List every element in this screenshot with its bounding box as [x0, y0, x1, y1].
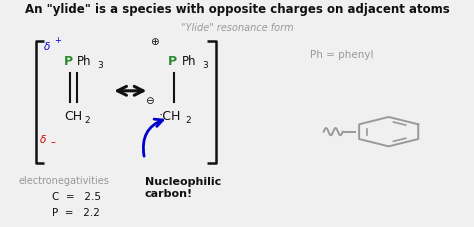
- Text: ⊖: ⊖: [145, 96, 154, 106]
- Text: P: P: [64, 55, 73, 68]
- Text: P: P: [168, 55, 177, 68]
- Text: 3: 3: [98, 61, 103, 70]
- Text: An "ylide" is a species with opposite charges on adjacent atoms: An "ylide" is a species with opposite ch…: [25, 3, 449, 16]
- Text: 3: 3: [202, 61, 208, 70]
- Text: δ: δ: [40, 135, 46, 145]
- Text: Ph = phenyl: Ph = phenyl: [310, 50, 373, 60]
- Text: CH: CH: [64, 110, 82, 123]
- Text: P  =   2.2: P = 2.2: [52, 208, 100, 218]
- Text: "Ylide" resonance form: "Ylide" resonance form: [181, 23, 293, 33]
- Text: +: +: [55, 36, 62, 45]
- Text: δ: δ: [44, 42, 50, 52]
- Text: C  =   2.5: C = 2.5: [52, 192, 101, 202]
- Text: Ph: Ph: [182, 55, 196, 68]
- Text: ⊕: ⊕: [150, 37, 158, 47]
- Text: 2: 2: [84, 116, 90, 125]
- Text: :CH: :CH: [159, 110, 181, 123]
- Text: 2: 2: [186, 116, 191, 125]
- Text: Ph: Ph: [77, 55, 92, 68]
- Text: Nucleophilic
carbon!: Nucleophilic carbon!: [145, 177, 221, 199]
- Text: electronegativities: electronegativities: [19, 176, 110, 186]
- Text: –: –: [51, 137, 55, 147]
